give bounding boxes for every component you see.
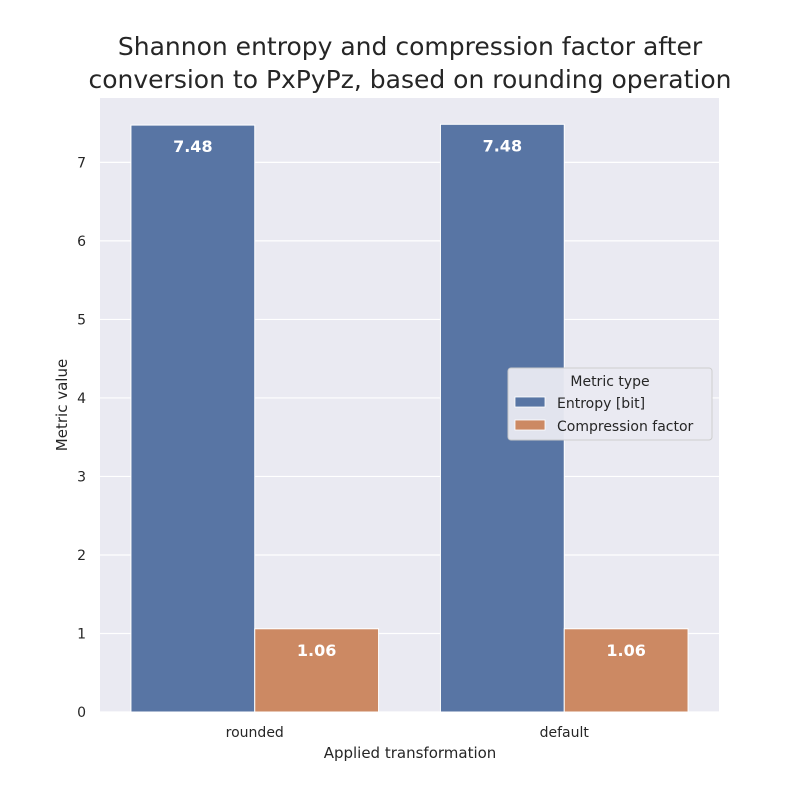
y-tick-labels: 0 1 2 3 4 5 6 7 <box>77 155 86 721</box>
bar-label-default-0: 7.48 <box>483 136 522 155</box>
legend-box <box>507 367 713 441</box>
bar-rounded-1 <box>254 628 380 713</box>
legend-label-compression: Compression factor <box>557 419 694 435</box>
y-tick-label-7: 7 <box>77 155 86 171</box>
legend-label-entropy: Entropy [bit] <box>557 396 645 412</box>
bar-default-1 <box>563 628 689 713</box>
bar-label-rounded-0: 7.48 <box>173 137 212 156</box>
chart-title-line-2: conversion to PxPyPz, based on rounding … <box>89 65 732 94</box>
bars <box>130 123 689 713</box>
legend-title: Metric type <box>570 374 649 390</box>
bar-rounded-0 <box>130 124 256 713</box>
legend-swatch-compression <box>514 419 546 431</box>
bar-default-0 <box>439 123 565 713</box>
x-tick-label-rounded: rounded <box>226 725 284 741</box>
legend-swatch-entropy <box>514 396 546 408</box>
y-tick-label-0: 0 <box>77 705 86 721</box>
y-tick-label-6: 6 <box>77 234 86 250</box>
y-tick-label-3: 3 <box>77 469 86 485</box>
y-axis-label: Metric value <box>53 359 71 451</box>
y-tick-label-5: 5 <box>77 312 86 328</box>
bar-labels: 7.48 1.06 7.48 1.06 <box>173 136 646 659</box>
legend: Metric type Entropy [bit] Compression fa… <box>507 367 713 441</box>
y-tick-label-2: 2 <box>77 548 86 564</box>
bar-label-rounded-1: 1.06 <box>297 641 336 660</box>
bar-label-default-1: 1.06 <box>606 641 645 660</box>
chart-title-line-1: Shannon entropy and compression factor a… <box>118 32 703 61</box>
y-tick-label-4: 4 <box>77 391 86 407</box>
x-axis-label: Applied transformation <box>324 744 497 762</box>
x-tick-label-default: default <box>540 725 590 741</box>
y-tick-label-1: 1 <box>77 626 86 642</box>
x-tick-labels: rounded default <box>226 725 590 741</box>
